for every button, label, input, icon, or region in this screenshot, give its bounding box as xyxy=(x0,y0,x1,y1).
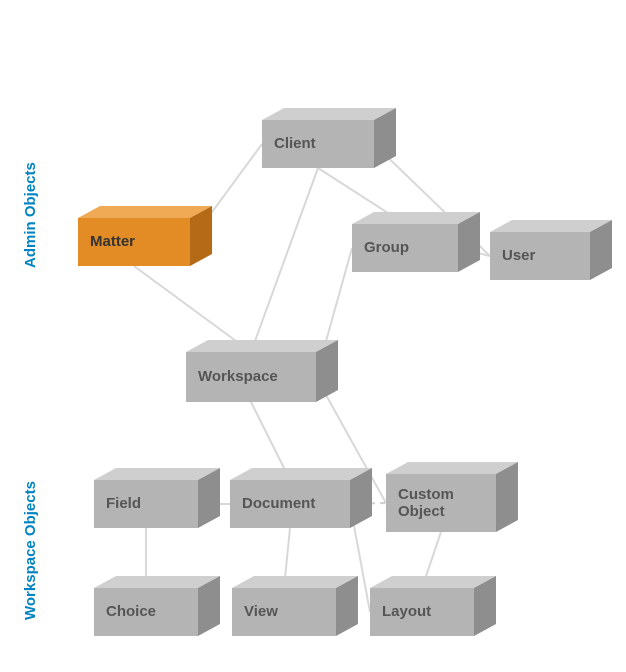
node-choice: Choice xyxy=(94,576,220,636)
node-label-field: Field xyxy=(94,480,198,528)
node-label-customobject: Custom Object xyxy=(386,474,496,532)
node-matter: Matter xyxy=(78,206,212,266)
node-group: Group xyxy=(352,212,480,272)
node-customobject: Custom Object xyxy=(386,462,518,532)
node-workspace: Workspace xyxy=(186,340,338,402)
node-label-workspace: Workspace xyxy=(186,352,316,402)
node-layout: Layout xyxy=(370,576,496,636)
node-client: Client xyxy=(262,108,396,168)
node-label-layout: Layout xyxy=(370,588,474,636)
diagram-stage: Client Matter Group User Workspace Field Docum… xyxy=(0,0,626,672)
node-label-group: Group xyxy=(352,224,458,272)
section-label-admin-objects: Admin Objects xyxy=(22,162,39,268)
node-view: View xyxy=(232,576,358,636)
node-label-document: Document xyxy=(230,480,350,528)
section-label-workspace-objects: Workspace Objects xyxy=(22,481,39,620)
node-label-matter: Matter xyxy=(78,218,190,266)
edges-layer xyxy=(0,0,626,672)
node-user: User xyxy=(490,220,612,280)
node-label-user: User xyxy=(490,232,590,280)
edge-client-workspace xyxy=(251,168,318,352)
node-field: Field xyxy=(94,468,220,528)
node-label-view: View xyxy=(232,588,336,636)
node-label-client: Client xyxy=(262,120,374,168)
node-document: Document xyxy=(230,468,372,528)
node-label-choice: Choice xyxy=(94,588,198,636)
